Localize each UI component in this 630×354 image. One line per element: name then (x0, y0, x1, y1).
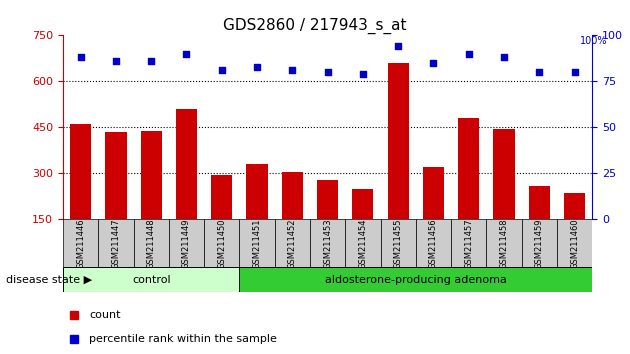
Text: GSM211458: GSM211458 (500, 218, 508, 269)
FancyBboxPatch shape (557, 219, 592, 267)
Text: GSM211454: GSM211454 (358, 218, 367, 269)
Text: GDS2860 / 217943_s_at: GDS2860 / 217943_s_at (223, 18, 407, 34)
Bar (105, 132, 127, 266)
Point (76, 55, 86, 60)
Text: GSM211456: GSM211456 (429, 218, 438, 269)
Point (323, 69, 333, 75)
Text: GSM211451: GSM211451 (253, 218, 261, 269)
Point (287, 68, 297, 73)
FancyBboxPatch shape (63, 219, 98, 267)
Bar (352, 189, 374, 266)
FancyBboxPatch shape (134, 219, 169, 267)
Point (358, 71, 368, 77)
FancyBboxPatch shape (451, 219, 486, 267)
Point (534, 69, 544, 75)
Text: count: count (89, 310, 121, 320)
Text: disease state ▶: disease state ▶ (6, 275, 93, 285)
FancyBboxPatch shape (310, 219, 345, 267)
Text: control: control (132, 275, 171, 285)
Bar (458, 118, 479, 266)
Bar (529, 186, 550, 266)
Bar (282, 172, 303, 266)
Point (146, 58, 156, 64)
Text: GSM211449: GSM211449 (182, 218, 191, 269)
FancyBboxPatch shape (275, 219, 310, 267)
Bar (493, 129, 515, 266)
Bar (317, 180, 338, 266)
Bar (423, 167, 444, 266)
Point (217, 68, 227, 73)
Point (464, 51, 474, 57)
Text: GSM211447: GSM211447 (112, 218, 120, 269)
Bar (70, 124, 91, 266)
Point (111, 58, 121, 64)
Text: GSM211460: GSM211460 (570, 218, 579, 269)
Text: GSM211452: GSM211452 (288, 218, 297, 269)
FancyBboxPatch shape (63, 267, 239, 292)
Bar (176, 109, 197, 266)
FancyBboxPatch shape (239, 267, 592, 292)
FancyBboxPatch shape (204, 219, 239, 267)
Text: aldosterone-producing adenoma: aldosterone-producing adenoma (325, 275, 507, 285)
Bar (387, 63, 409, 266)
Text: 100%: 100% (580, 36, 608, 46)
FancyBboxPatch shape (239, 219, 275, 267)
Text: GSM211450: GSM211450 (217, 218, 226, 269)
FancyBboxPatch shape (345, 219, 381, 267)
Text: GSM211459: GSM211459 (535, 218, 544, 269)
Text: GSM211446: GSM211446 (76, 218, 85, 269)
Text: GSM211457: GSM211457 (464, 218, 473, 269)
FancyBboxPatch shape (98, 219, 134, 267)
Point (428, 60, 438, 66)
Text: GSM211453: GSM211453 (323, 218, 332, 269)
Text: percentile rank within the sample: percentile rank within the sample (89, 334, 277, 344)
Text: GSM211455: GSM211455 (394, 218, 403, 269)
Point (393, 44, 403, 49)
Bar (246, 164, 268, 266)
FancyBboxPatch shape (381, 219, 416, 267)
FancyBboxPatch shape (416, 219, 451, 267)
Bar (140, 131, 162, 266)
Point (570, 69, 580, 75)
Text: GSM211448: GSM211448 (147, 218, 156, 269)
Point (181, 51, 192, 57)
Point (499, 55, 509, 60)
Bar (211, 175, 232, 266)
Point (252, 64, 262, 69)
FancyBboxPatch shape (486, 219, 522, 267)
Bar (564, 193, 585, 266)
FancyBboxPatch shape (522, 219, 557, 267)
FancyBboxPatch shape (169, 219, 204, 267)
